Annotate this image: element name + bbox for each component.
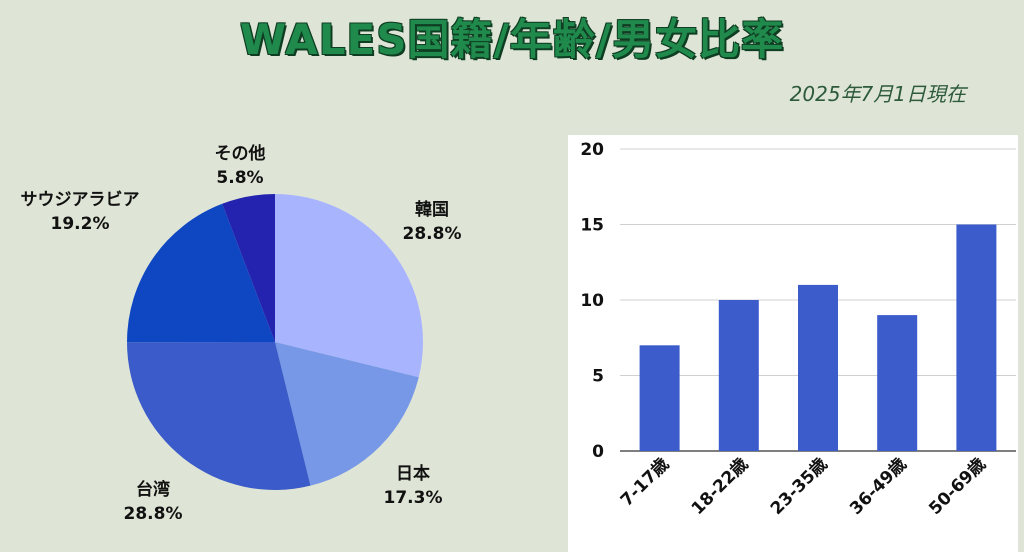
date-label: 2025年7月1日現在 xyxy=(789,82,966,106)
pie-slice-0 xyxy=(275,194,423,378)
pie-label-taiwan: 台湾 28.8% xyxy=(113,478,193,526)
x-tick-label-2: 23-35歳 xyxy=(766,454,831,519)
pie-slice-4 xyxy=(222,194,275,342)
bar-chart: 0 5 10 15 20 7-17歳 18-22歳 23-35歳 36-49歳 50-69歳 xyxy=(580,140,1016,519)
y-tick-label-1: 5 xyxy=(592,367,604,387)
bar-1 xyxy=(718,300,759,451)
y-tick-label-4: 20 xyxy=(580,140,604,160)
pie-label-taiwan-name: 台湾 xyxy=(136,480,170,500)
pie-label-japan: 日本 17.3% xyxy=(373,462,453,510)
x-tick-label-4: 50-69歳 xyxy=(925,454,990,519)
pie-label-other-name: その他 xyxy=(214,144,266,164)
pie-slice-1 xyxy=(275,342,419,486)
x-tick-label-3: 36-49歳 xyxy=(845,454,910,519)
x-tick-label-0: 7-17歳 xyxy=(616,454,673,511)
pie-label-korea-name: 韓国 xyxy=(415,200,449,220)
pie-label-saudi-value: 19.2% xyxy=(50,214,110,234)
pie-label-saudi: サウジアラビア 19.2% xyxy=(0,188,160,236)
pie-slice-2 xyxy=(127,342,311,490)
pie-chart xyxy=(127,194,423,490)
pie-label-saudi-name: サウジアラビア xyxy=(20,190,140,210)
bar-chart-panel: 0 5 10 15 20 7-17歳 18-22歳 23-35歳 36-49歳 50-69歳 xyxy=(568,135,1018,552)
bar-0 xyxy=(639,345,680,451)
bar-3 xyxy=(877,315,918,451)
y-tick-label-0: 0 xyxy=(592,442,604,462)
bar-2 xyxy=(798,284,838,451)
pie-label-taiwan-value: 28.8% xyxy=(123,504,183,524)
pie-label-other-value: 5.8% xyxy=(216,168,264,188)
y-tick-label-3: 15 xyxy=(580,216,604,236)
pie-label-korea: 韓国 28.8% xyxy=(392,198,472,246)
pie-label-japan-value: 17.3% xyxy=(383,488,443,508)
page-title: WALES国籍/年齢/男女比率 xyxy=(239,15,785,64)
bar-4 xyxy=(956,224,997,451)
y-tick-label-2: 10 xyxy=(580,291,604,311)
pie-label-japan-name: 日本 xyxy=(396,464,430,484)
pie-label-korea-value: 28.8% xyxy=(402,224,462,244)
pie-slice-3 xyxy=(127,203,275,343)
x-tick-label-1: 18-22歳 xyxy=(687,454,752,519)
pie-label-other: その他 5.8% xyxy=(200,142,280,190)
